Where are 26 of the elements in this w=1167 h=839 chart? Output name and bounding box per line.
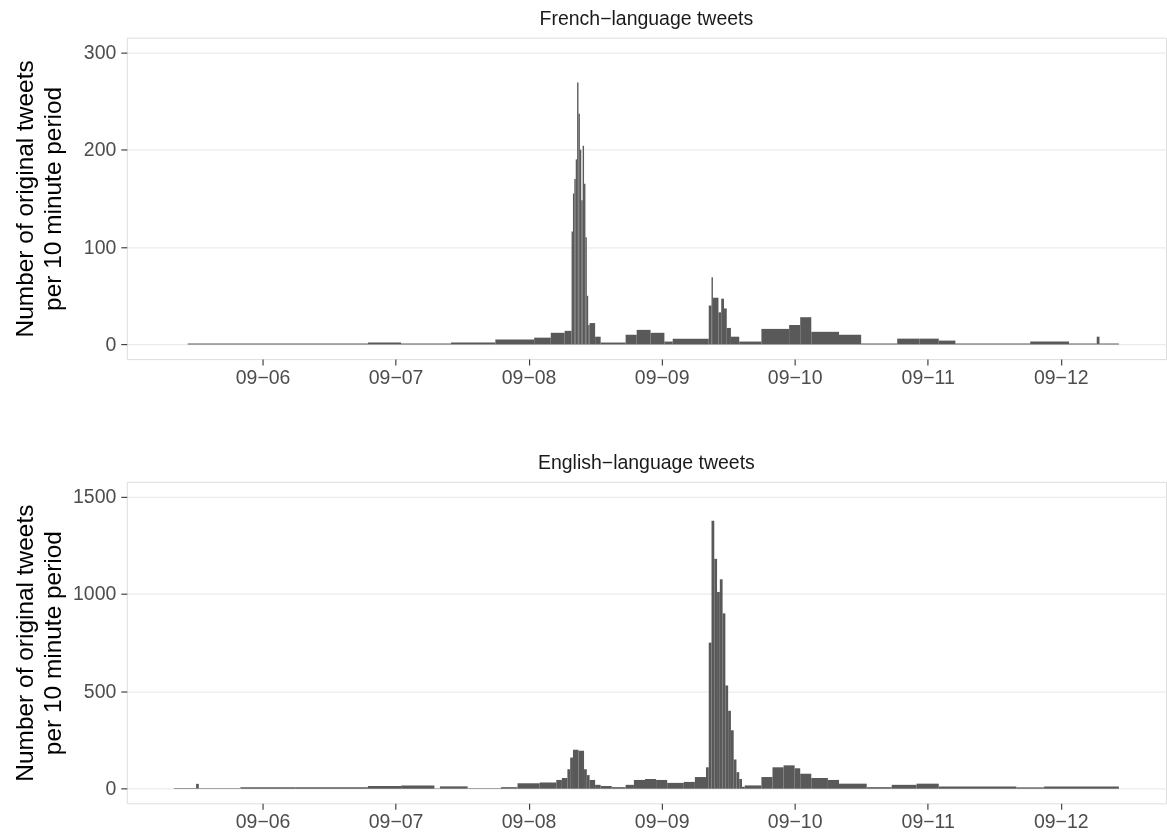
x-tick-label: 09−12 [1033,809,1089,832]
y-tick-label: 1500 [73,484,117,507]
x-tick-label: 09−06 [235,809,291,832]
y-tick-label: 0 [105,777,117,800]
y-axis-title: Number of original tweets per 10 minute period [11,504,67,782]
x-tick-label: 09−07 [368,365,424,388]
x-tick-label: 09−06 [235,365,291,388]
x-tick-label: 09−12 [1033,365,1089,388]
x-tick-label: 09−09 [634,365,690,388]
x-tick-label: 09−07 [368,809,424,832]
y-tick-label: 100 [83,235,117,258]
x-tick-label: 09−08 [501,365,557,388]
x-tick-label: 09−10 [767,809,823,832]
x-tick-label: 09−10 [767,365,823,388]
x-tick-label: 09−11 [901,809,955,832]
x-tick-label: 09−09 [634,809,690,832]
x-tick-label: 09−08 [501,809,557,832]
chart-title: English−language tweets [537,451,756,474]
y-axis-title: Number of original tweets per 10 minute period [11,60,67,338]
y-tick-label: 500 [83,679,117,702]
y-tick-label: 0 [105,332,117,355]
x-tick-label: 09−11 [901,365,955,388]
y-tick-label: 300 [83,40,117,63]
chart-title: French−language tweets [539,7,754,30]
y-tick-label: 1000 [73,582,117,605]
y-tick-label: 200 [83,138,117,161]
